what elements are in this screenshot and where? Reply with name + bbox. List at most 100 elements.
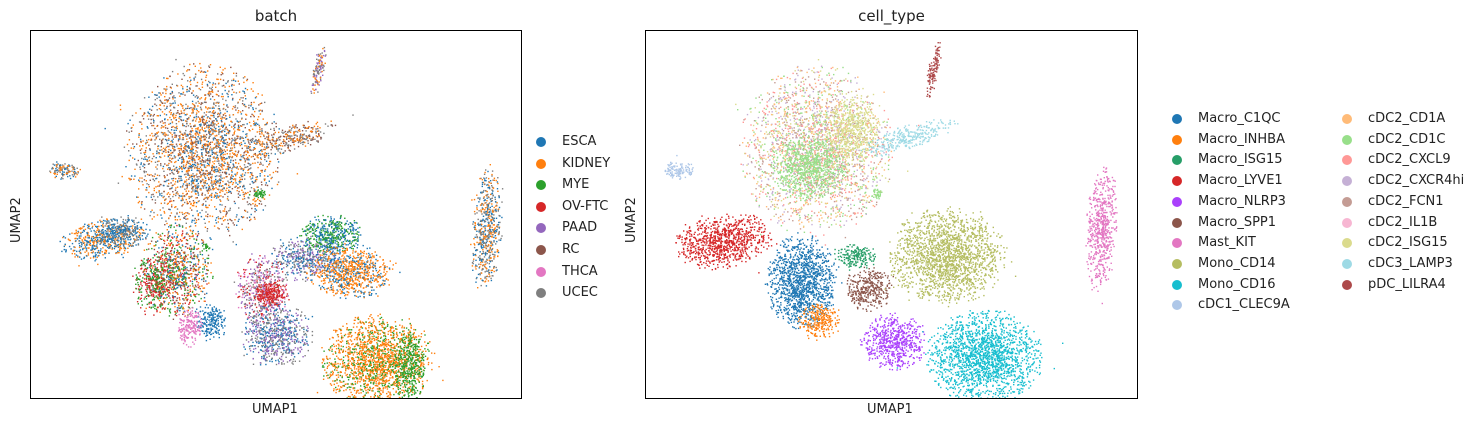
umap-cell-point xyxy=(201,154,203,156)
umap-cell-point xyxy=(78,242,80,245)
umap-cell-point xyxy=(278,144,280,146)
umap-cell-point xyxy=(104,257,106,259)
umap-cell-point xyxy=(86,233,89,235)
umap-cell-point xyxy=(228,166,231,169)
umap-cell-point xyxy=(211,180,213,183)
umap-cell-point xyxy=(87,252,90,254)
umap-cell-point xyxy=(187,174,189,176)
umap-cell-point xyxy=(189,285,191,287)
umap-cell-point xyxy=(102,226,105,228)
umap-cell-point xyxy=(197,96,199,98)
umap-cell-point xyxy=(228,131,230,133)
umap-cell-point xyxy=(193,263,195,266)
umap-cell-point xyxy=(220,125,223,127)
umap-cell-point xyxy=(168,226,170,228)
umap-cell-point xyxy=(240,168,242,170)
umap-cell-point xyxy=(219,131,221,133)
umap-cell-point xyxy=(479,274,481,276)
umap-cell-point xyxy=(145,155,147,158)
umap-cell-point xyxy=(212,122,215,124)
umap-cell-point xyxy=(318,60,320,63)
umap-cell-point xyxy=(183,212,186,215)
umap-cell-point xyxy=(188,107,191,110)
umap-cell-point xyxy=(295,126,297,128)
umap-cell-point xyxy=(251,128,254,130)
umap-cell-point xyxy=(167,154,169,156)
umap-cell-point xyxy=(205,151,207,153)
umap-cell-point xyxy=(104,240,106,242)
umap-cell-point xyxy=(254,124,257,126)
umap-cell-point xyxy=(61,250,63,253)
umap-cell-point xyxy=(236,214,238,216)
umap-cell-point xyxy=(156,109,158,111)
umap-cell-point xyxy=(485,225,487,227)
umap-cell-point xyxy=(124,225,126,227)
umap-cell-point xyxy=(309,130,312,133)
umap-cell-point xyxy=(201,126,203,129)
umap-cell-point xyxy=(79,251,81,254)
umap-cell-point xyxy=(155,191,158,194)
umap-cell-point xyxy=(170,224,173,226)
umap-cell-point xyxy=(191,221,193,223)
umap-cell-point xyxy=(140,162,142,164)
umap-cell-point xyxy=(275,145,278,147)
umap-cell-point xyxy=(141,123,143,125)
umap-cell-point xyxy=(247,140,250,142)
umap-cell-point xyxy=(148,184,150,186)
umap-cell-point xyxy=(119,248,121,250)
umap-cell-point xyxy=(196,130,198,133)
umap-cell-point xyxy=(92,257,95,259)
umap-cell-point xyxy=(250,138,253,141)
umap-cell-point xyxy=(65,250,67,252)
umap-cell-point xyxy=(493,256,495,258)
umap-cell-point xyxy=(181,165,183,168)
umap-cell-point xyxy=(178,297,181,299)
umap-cell-point xyxy=(171,139,173,142)
umap-cell-point xyxy=(145,147,147,149)
umap-cell-point xyxy=(187,243,189,245)
umap-cell-point xyxy=(253,142,256,144)
umap-cell-point xyxy=(204,260,206,263)
umap-cell-point xyxy=(71,174,74,176)
umap-cell-point xyxy=(220,190,222,192)
umap-cell-point xyxy=(222,73,224,75)
umap-cell-point xyxy=(133,241,136,243)
umap-cell-point xyxy=(485,235,488,237)
umap-cell-point xyxy=(99,252,101,254)
umap-cell-point xyxy=(323,49,326,52)
umap-cell-point xyxy=(73,246,75,248)
umap-cell-point xyxy=(222,108,224,110)
umap-cell-point xyxy=(187,289,189,292)
umap-cell-point xyxy=(231,126,233,128)
umap-cell-point xyxy=(192,190,194,192)
umap-cell-point xyxy=(245,136,247,139)
umap-cell-point xyxy=(233,125,235,127)
umap-cell-point xyxy=(489,247,491,249)
umap-cell-point xyxy=(490,240,492,243)
umap-cell-point xyxy=(240,143,243,146)
umap-cell-point xyxy=(194,164,197,166)
umap-cell-point xyxy=(301,139,303,141)
umap-cell-point xyxy=(182,213,184,215)
umap-cell-point xyxy=(94,254,97,257)
umap-cell-point xyxy=(279,152,282,155)
umap-cell-point xyxy=(301,135,304,137)
umap-cell-point xyxy=(322,47,324,50)
umap-cell-point xyxy=(259,109,261,111)
umap-cell-point xyxy=(472,269,474,271)
umap-cell-point xyxy=(115,239,118,241)
umap-cell-point xyxy=(488,181,490,184)
umap-cell-point xyxy=(191,112,193,114)
umap-cell-point xyxy=(93,243,95,245)
umap-cell-point xyxy=(223,187,225,189)
umap-cell-point xyxy=(169,92,172,95)
umap-cell-point xyxy=(175,166,178,169)
umap-cell-point xyxy=(153,180,156,182)
umap-cell-point xyxy=(214,111,216,114)
umap-cell-point xyxy=(486,268,488,270)
umap-cell-point xyxy=(206,169,208,172)
umap-cell-point xyxy=(70,248,72,250)
umap-cell-point xyxy=(169,271,171,273)
umap-cell-point xyxy=(226,149,228,151)
umap-cell-point xyxy=(63,245,65,248)
